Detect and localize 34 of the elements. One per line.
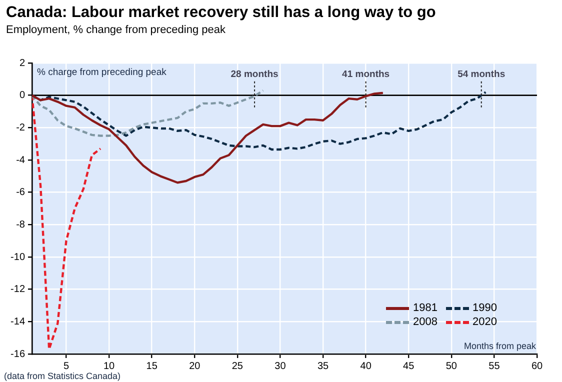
x-tick-label: 55 bbox=[488, 360, 500, 372]
y-tick-label: -8 bbox=[16, 219, 26, 230]
x-tick-label: 45 bbox=[403, 360, 415, 372]
legend-label: 1990 bbox=[472, 302, 497, 314]
x-tick-label: 20 bbox=[189, 360, 201, 372]
x-tick-label: 10 bbox=[103, 360, 116, 372]
y-tick-label: -10 bbox=[10, 252, 26, 263]
annotation: 28 months bbox=[230, 69, 278, 80]
x-tick-label: 30 bbox=[274, 360, 286, 372]
text: (data from Statistics Canada) bbox=[4, 371, 121, 381]
annotation: 54 months bbox=[458, 69, 506, 80]
legend-label: 1981 bbox=[413, 302, 438, 314]
legend-label: 2020 bbox=[472, 316, 497, 328]
y-tick-label: -6 bbox=[16, 187, 26, 198]
y-tick-label: -16 bbox=[10, 348, 26, 360]
x-tick-label: 35 bbox=[317, 360, 330, 372]
y-tick-label: -14 bbox=[10, 316, 26, 328]
x-tick-label: 5 bbox=[63, 360, 70, 372]
x-axis-title: Months from peak bbox=[464, 341, 536, 351]
annotation: % charge from preceding peak bbox=[37, 67, 166, 78]
y-tick-label: -12 bbox=[10, 284, 26, 296]
x-tick-label: 40 bbox=[360, 360, 372, 372]
y-tick-label: 0 bbox=[19, 90, 26, 102]
annotation: 41 months bbox=[342, 69, 390, 80]
x-tick-label: 15 bbox=[146, 360, 158, 372]
chart-subtitle: Employment, % change from preceding peak bbox=[6, 24, 226, 36]
x-tick-label: 50 bbox=[446, 360, 458, 372]
x-tick-label: 60 bbox=[531, 360, 543, 372]
y-tick-label: -4 bbox=[16, 154, 26, 166]
legend-label: 2008 bbox=[413, 316, 438, 328]
x-tick-label: 25 bbox=[232, 360, 244, 372]
y-tick-label: 2 bbox=[19, 58, 26, 69]
chart-title: Canada: Labour market recovery still has a long way to go bbox=[6, 4, 436, 22]
y-tick-label: -2 bbox=[16, 122, 26, 134]
